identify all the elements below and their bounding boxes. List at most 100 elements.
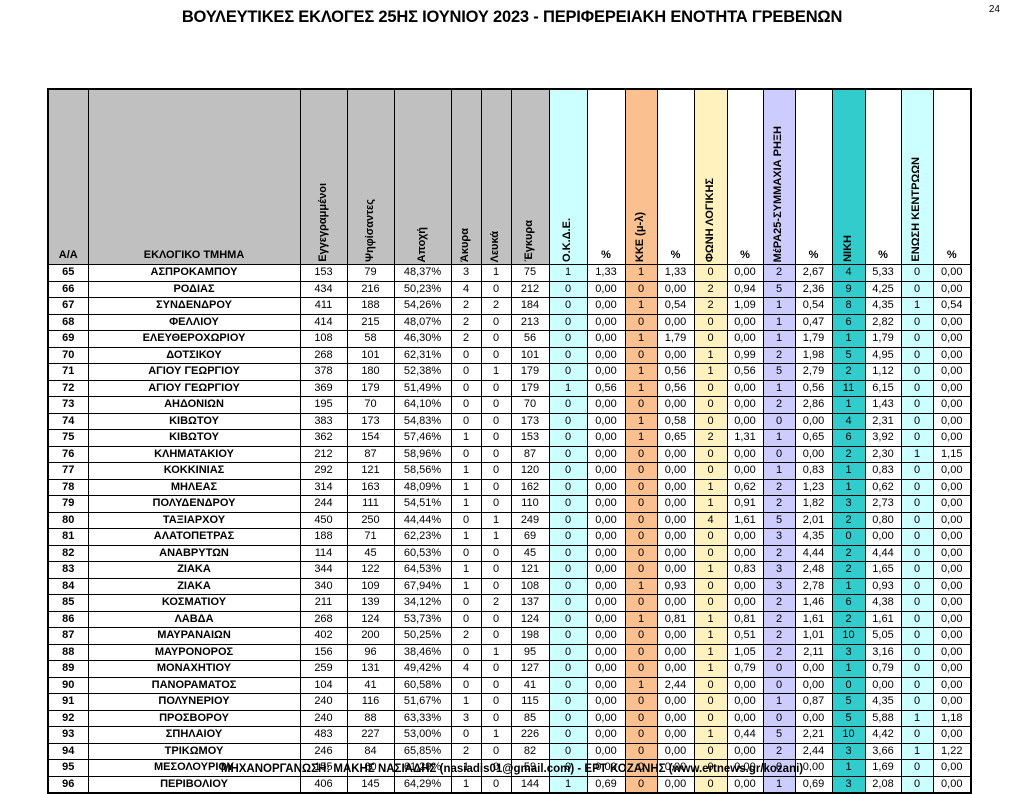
cell-mera25: 2 [762, 346, 796, 364]
cell-okde-pct: 0,00 [586, 511, 626, 529]
cell-aa: 84 [47, 577, 89, 595]
cell-foni-logikis-pct: 0,00 [726, 709, 764, 727]
cell-mera25-pct: 0,54 [794, 297, 833, 315]
cell-mera25: 2 [762, 544, 796, 562]
header-cell-enosi-kentroon-pct: % [932, 88, 972, 265]
cell-kke-ml-pct: 0,00 [656, 726, 695, 744]
cell-okde-pct: 0,00 [586, 726, 626, 744]
cell-mera25: 3 [762, 561, 796, 579]
cell-eggegrammenoi: 369 [299, 379, 348, 397]
header-cell-eklogiko-tmima: ΕΚΛΟΓΙΚΟ ΤΜΗΜΑ [87, 88, 301, 265]
cell-leyka: 1 [480, 511, 512, 529]
cell-kke-ml-pct: 0,93 [656, 577, 695, 595]
cell-akyra: 0 [450, 544, 482, 562]
cell-enosi-kentroon: 0 [900, 313, 934, 331]
cell-enosi-kentroon: 0 [900, 643, 934, 661]
cell-aa: 78 [47, 478, 89, 496]
cell-psifisantes: 45 [346, 544, 395, 562]
cell-enosi-kentroon: 0 [900, 627, 934, 645]
cell-eggegrammenoi: 259 [299, 660, 348, 678]
cell-kke-ml: 0 [624, 280, 658, 298]
cell-eggegrammenoi: 212 [299, 445, 348, 463]
cell-kke-ml-pct: 0,54 [656, 297, 695, 315]
cell-akyra: 3 [450, 709, 482, 727]
cell-foni-logikis-pct: 0,51 [726, 627, 764, 645]
cell-akyra: 0 [450, 643, 482, 661]
cell-mera25: 3 [762, 577, 796, 595]
cell-kke-ml: 0 [624, 495, 658, 513]
cell-kke-ml: 0 [624, 709, 658, 727]
cell-okde-pct: 0,00 [586, 577, 626, 595]
cell-eklogiko-tmima: ΑΗΔΟΝΙΩΝ [87, 396, 301, 414]
cell-niki-pct: 2,08 [864, 775, 902, 794]
header-cell-mera25: ΜέΡΑ25-ΣΥΜΜΑΧΙΑ ΡΗΞΗ [762, 88, 796, 265]
cell-eggegrammenoi: 314 [299, 478, 348, 496]
cell-kke-ml: 1 [624, 264, 658, 282]
cell-aa: 69 [47, 330, 89, 348]
cell-niki-pct: 4,38 [864, 594, 902, 612]
cell-eklogiko-tmima: ΑΓΙΟΥ ΓΕΩΡΓΙΟΥ [87, 379, 301, 397]
cell-psifisantes: 250 [346, 511, 395, 529]
header-cell-okde-pct: % [586, 88, 626, 265]
cell-mera25: 1 [762, 379, 796, 397]
cell-enosi-kentroon: 0 [900, 726, 934, 744]
cell-mera25: 0 [762, 445, 796, 463]
cell-niki: 1 [831, 660, 866, 678]
table-row: 74 ΚΙΒΩΤΟΥ 383 173 54,83% 0 0 173 0 0,00 1 0,58 0 0,0… [47, 412, 972, 430]
cell-kke-ml-pct: 0,56 [656, 379, 695, 397]
cell-apoxi: 63,33% [393, 709, 452, 727]
cell-leyka: 0 [480, 330, 512, 348]
table-row: 90 ΠΑΝΟΡΑΜΑΤΟΣ 104 41 60,58% 0 0 41 0 0,00 1 2,44 0 0… [47, 676, 972, 694]
cell-okde-pct: 0,00 [586, 561, 626, 579]
cell-kke-ml-pct: 0,00 [656, 445, 695, 463]
cell-okde-pct: 0,00 [586, 280, 626, 298]
header-cell-apoxi: Αποχή [393, 88, 452, 265]
cell-okde-pct: 0,00 [586, 478, 626, 496]
cell-okde: 0 [548, 676, 588, 694]
cell-apoxi: 51,67% [393, 693, 452, 711]
cell-eggegrammenoi: 240 [299, 709, 348, 727]
cell-enosi-kentroon: 0 [900, 676, 934, 694]
cell-mera25-pct: 0,00 [794, 709, 833, 727]
cell-aa: 96 [47, 775, 89, 794]
cell-mera25-pct: 2,36 [794, 280, 833, 298]
cell-enosi-kentroon: 1 [900, 742, 934, 760]
cell-kke-ml-pct: 0,00 [656, 693, 695, 711]
cell-okde-pct: 0,00 [586, 709, 626, 727]
cell-mera25: 1 [762, 775, 796, 794]
cell-egkyra: 173 [510, 412, 550, 430]
header-label-akyra: Άκυρα [459, 227, 472, 262]
cell-mera25: 2 [762, 478, 796, 496]
table-row: 93 ΣΠΗΛΑΙΟΥ 483 227 53,00% 0 1 226 0 0,00 0 0,00 1 0,… [47, 726, 972, 744]
cell-foni-logikis: 0 [693, 445, 728, 463]
cell-niki-pct: 3,16 [864, 643, 902, 661]
cell-kke-ml-pct: 0,65 [656, 429, 695, 447]
cell-kke-ml-pct: 0,00 [656, 346, 695, 364]
table-row: 70 ΔΟΤΣΙΚΟΥ 268 101 62,31% 0 0 101 0 0,00 0 0,00 1 0,… [47, 346, 972, 364]
cell-aa: 73 [47, 396, 89, 414]
cell-foni-logikis-pct: 0,79 [726, 660, 764, 678]
cell-mera25: 5 [762, 363, 796, 381]
cell-kke-ml: 0 [624, 627, 658, 645]
cell-foni-logikis: 0 [693, 313, 728, 331]
table-row: 84 ΖΙΑΚΑ 340 109 67,94% 1 0 108 0 0,00 1 0,93 0 0,00 3… [47, 577, 972, 595]
cell-egkyra: 162 [510, 478, 550, 496]
cell-niki: 3 [831, 742, 866, 760]
header-label-kke-ml-pct: % [670, 249, 681, 261]
cell-eklogiko-tmima: ΠΟΛΥΝΕΡΙΟΥ [87, 693, 301, 711]
table-row: 94 ΤΡΙΚΩΜΟΥ 246 84 65,85% 2 0 82 0 0,00 0 0,00 0 0,00… [47, 742, 972, 760]
cell-okde: 1 [548, 775, 588, 794]
cell-okde-pct: 0,00 [586, 297, 626, 315]
cell-okde: 0 [548, 643, 588, 661]
table-row: 85 ΚΟΣΜΑΤΙΟΥ 211 139 34,12% 0 2 137 0 0,00 0 0,00 0 0… [47, 594, 972, 612]
cell-akyra: 0 [450, 511, 482, 529]
cell-foni-logikis-pct: 0,00 [726, 742, 764, 760]
cell-kke-ml-pct: 0,56 [656, 363, 695, 381]
cell-okde: 0 [548, 478, 588, 496]
cell-akyra: 0 [450, 379, 482, 397]
cell-okde: 0 [548, 462, 588, 480]
cell-kke-ml: 0 [624, 313, 658, 331]
cell-kke-ml-pct: 0,00 [656, 742, 695, 760]
cell-niki-pct: 5,88 [864, 709, 902, 727]
cell-leyka: 0 [480, 280, 512, 298]
